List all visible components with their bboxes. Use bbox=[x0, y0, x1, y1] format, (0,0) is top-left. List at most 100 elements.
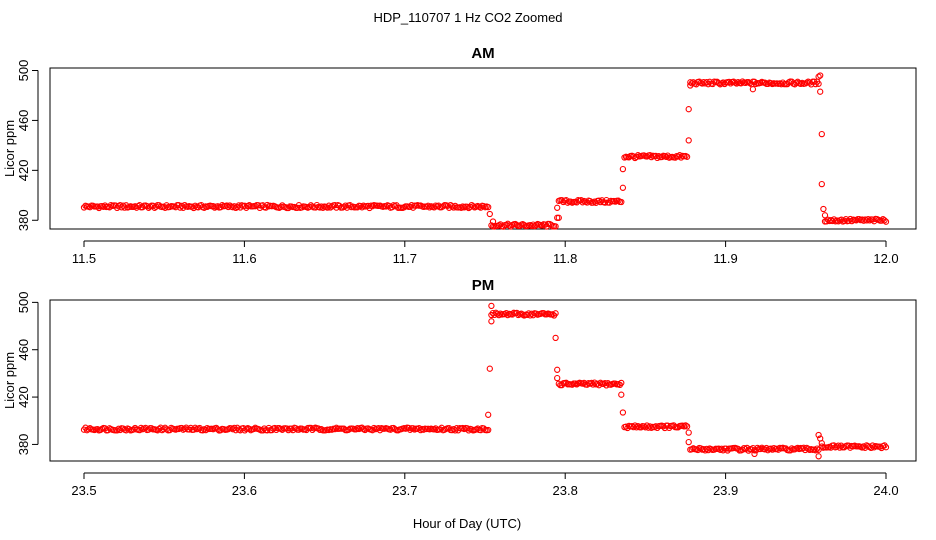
data-point bbox=[597, 198, 604, 206]
x-tick-label: 23.5 bbox=[71, 483, 96, 498]
data-point bbox=[685, 137, 692, 144]
am-panel: AM 11.5 11.6 11.7 11.8 11.9 12.0 380 420 460 500 Li… bbox=[2, 45, 917, 266]
data-segment bbox=[621, 422, 691, 432]
data-point bbox=[217, 427, 224, 434]
y-tick-label: 380 bbox=[16, 434, 31, 456]
data-point bbox=[794, 444, 801, 452]
data-point bbox=[882, 444, 890, 451]
data-point bbox=[549, 311, 556, 318]
data-point bbox=[646, 423, 654, 430]
data-point bbox=[489, 218, 497, 225]
data-point bbox=[130, 426, 137, 433]
figure-title: HDP_110707 1 Hz CO2 Zoomed bbox=[373, 10, 562, 25]
data-point bbox=[703, 445, 710, 453]
data-point bbox=[818, 130, 825, 138]
data-point bbox=[618, 379, 625, 387]
data-point bbox=[642, 424, 649, 431]
data-point bbox=[100, 203, 107, 210]
data-point bbox=[486, 365, 493, 372]
data-point bbox=[530, 221, 537, 228]
data-point bbox=[685, 106, 692, 113]
data-point bbox=[604, 380, 612, 387]
data-point bbox=[634, 422, 642, 430]
x-tick-label: 12.0 bbox=[873, 251, 898, 266]
data-point bbox=[817, 88, 824, 95]
data-point bbox=[764, 80, 772, 88]
data-point bbox=[318, 203, 325, 210]
data-point bbox=[288, 425, 295, 432]
data-point bbox=[489, 309, 497, 317]
data-point bbox=[687, 82, 694, 89]
y-axis-label: Licor ppm bbox=[2, 352, 17, 409]
data-point bbox=[838, 442, 845, 449]
data-point bbox=[618, 391, 625, 398]
data-point bbox=[881, 217, 888, 224]
data-point bbox=[354, 204, 361, 211]
data-point bbox=[881, 442, 888, 449]
data-point bbox=[192, 202, 199, 209]
data-point bbox=[122, 427, 130, 434]
x-axis-label: Hour of Day (UTC) bbox=[413, 516, 521, 531]
data-point bbox=[558, 197, 565, 204]
y-tick-label: 420 bbox=[16, 159, 31, 181]
data-point bbox=[633, 424, 640, 431]
data-point bbox=[361, 426, 369, 434]
data-point bbox=[555, 380, 562, 387]
x-tick-label: 11.8 bbox=[553, 251, 577, 266]
data-point bbox=[214, 426, 221, 433]
data-point bbox=[528, 310, 535, 317]
data-point bbox=[370, 424, 378, 432]
data-point bbox=[306, 203, 313, 211]
data-point bbox=[591, 379, 598, 386]
data-point bbox=[210, 203, 217, 210]
data-point bbox=[634, 152, 642, 159]
data-point bbox=[80, 204, 88, 211]
data-point bbox=[435, 202, 442, 209]
data-point bbox=[554, 366, 561, 373]
data-point bbox=[246, 202, 253, 209]
data-point bbox=[225, 203, 232, 211]
data-point bbox=[155, 425, 163, 433]
data-point bbox=[488, 302, 495, 310]
data-point bbox=[569, 381, 576, 388]
data-point bbox=[817, 72, 824, 79]
data-point bbox=[715, 79, 722, 87]
data-point bbox=[719, 79, 727, 86]
x-tick-label: 23.9 bbox=[713, 483, 738, 498]
data-point bbox=[485, 203, 492, 211]
data-point bbox=[820, 205, 827, 213]
data-point bbox=[528, 222, 535, 230]
data-segment bbox=[555, 196, 625, 206]
data-point bbox=[829, 217, 836, 225]
data-point bbox=[540, 309, 547, 317]
data-point bbox=[761, 446, 769, 453]
data-segment bbox=[687, 444, 822, 454]
data-point bbox=[189, 203, 196, 210]
y-tick-label: 500 bbox=[16, 60, 31, 82]
data-point bbox=[818, 440, 825, 447]
data-point bbox=[683, 153, 691, 160]
pm-panel: PM 23.5 23.6 23.7 23.8 23.9 24.0 380 420 460 500 Li… bbox=[2, 277, 917, 498]
panel-title: AM bbox=[471, 45, 494, 62]
x-tick-label: 11.9 bbox=[713, 251, 737, 266]
data-point bbox=[860, 443, 867, 450]
data-point bbox=[554, 374, 561, 382]
data-point bbox=[841, 217, 848, 224]
data-point bbox=[821, 212, 829, 219]
data-point bbox=[863, 217, 870, 224]
data-point bbox=[579, 199, 586, 206]
data-point bbox=[488, 318, 495, 325]
data-point bbox=[152, 203, 160, 210]
data-point bbox=[788, 445, 795, 452]
x-tick-label: 11.6 bbox=[232, 251, 256, 266]
data-point bbox=[246, 425, 253, 433]
data-point bbox=[869, 442, 876, 449]
x-tick-label: 11.5 bbox=[72, 251, 96, 266]
data-point bbox=[660, 423, 667, 430]
data-point bbox=[494, 310, 501, 317]
data-segment bbox=[488, 309, 559, 319]
data-point bbox=[718, 445, 725, 452]
data-point bbox=[145, 426, 152, 433]
data-point bbox=[391, 425, 399, 433]
data-point bbox=[186, 426, 193, 433]
